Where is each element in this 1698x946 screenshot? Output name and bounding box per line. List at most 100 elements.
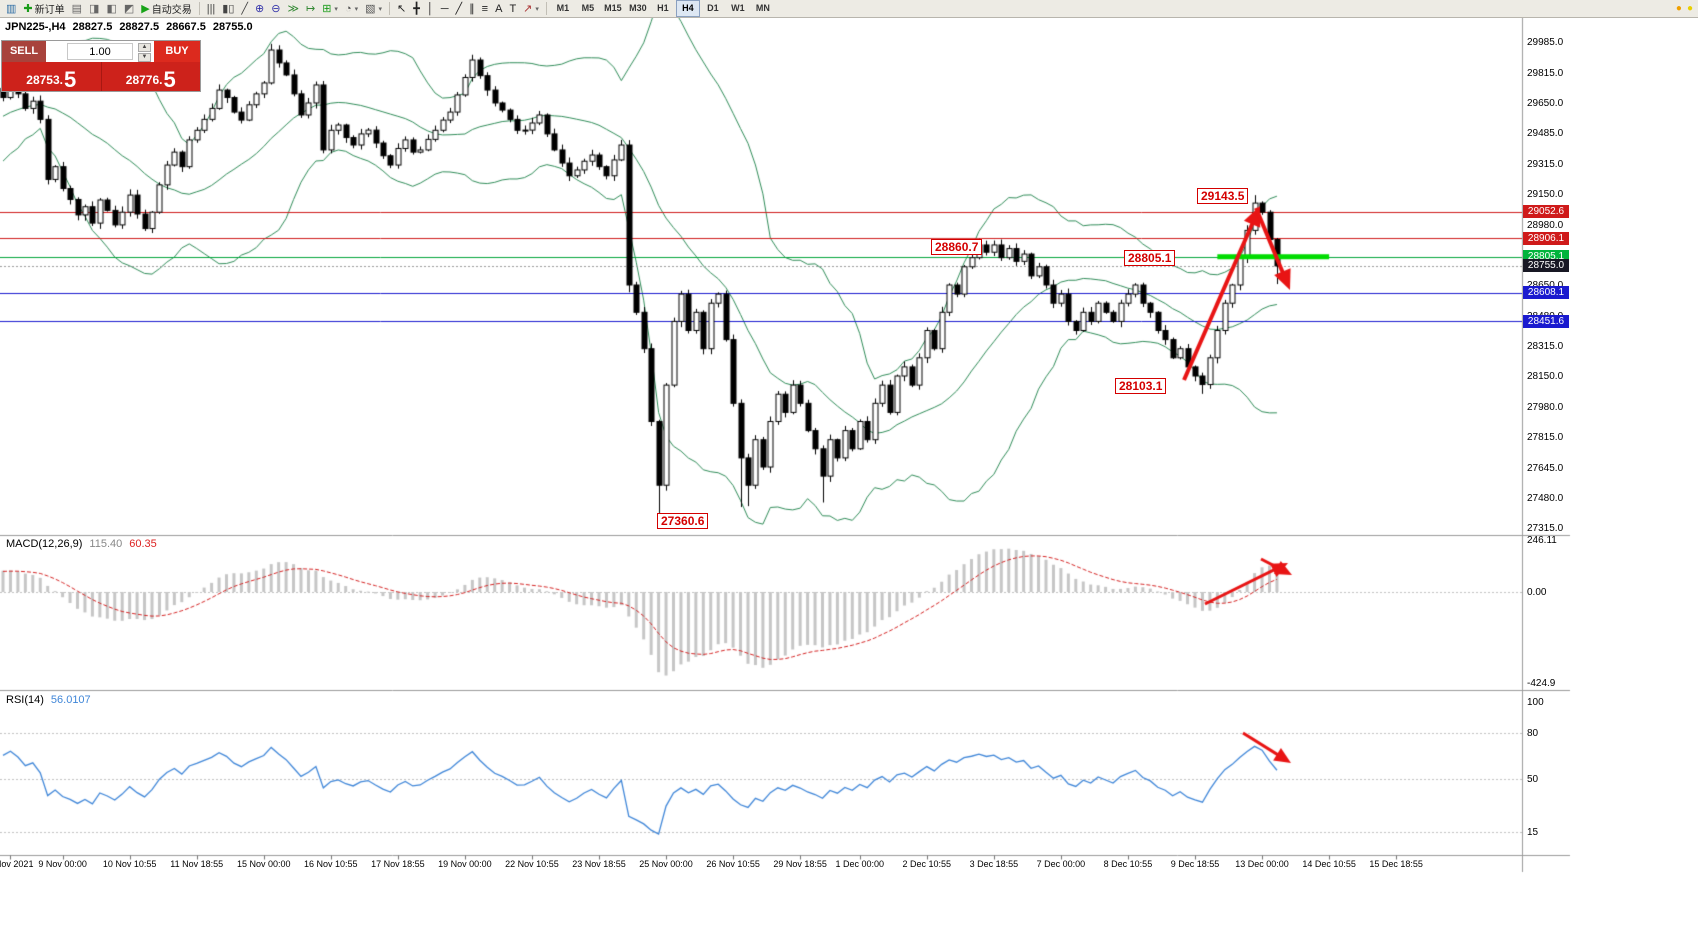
price-annotation[interactable]: 29143.5 [1197, 188, 1249, 204]
time-axis-label: 8 Nov 2021 [0, 859, 34, 869]
rsi-value: 56.0107 [50, 694, 91, 706]
one-click-trading-panel: SELL ▲ ▼ BUY 28753.5 28776.5 [1, 40, 201, 92]
horizontal-line-icon[interactable]: ─ [438, 1, 452, 17]
timeframe-h1-button[interactable]: H1 [657, 3, 669, 13]
text-icon-glyph: A [495, 2, 503, 15]
strategy-tester-icon[interactable]: ◩ [121, 1, 137, 17]
label-icon-glyph: T [509, 2, 517, 15]
price-axis-tick: 29985.0 [1527, 37, 1564, 48]
rsi-name: RSI(14) [6, 694, 44, 706]
crosshair-icon-glyph: ╋ [413, 2, 420, 15]
chart-shift-icon-glyph: ↦ [305, 2, 316, 15]
market-watch-icon[interactable]: ▤ [69, 1, 85, 17]
time-axis-label: 13 Dec 00:00 [1235, 859, 1289, 869]
volume-box: ▲ ▼ [46, 41, 154, 62]
zoom-out-icon[interactable]: ⊖ [268, 1, 283, 17]
volume-up-button[interactable]: ▲ [138, 43, 151, 52]
zoom-in-icon-glyph: ⊕ [255, 2, 265, 15]
timeframe-m15-button[interactable]: M15 [604, 3, 622, 13]
toolbar-separator [545, 2, 547, 15]
timeframe-m1-button[interactable]: M1 [556, 3, 570, 13]
zoom-in-icon[interactable]: ⊕ [252, 1, 267, 17]
price-axis-tick: 27480.0 [1527, 492, 1564, 504]
macd-signal-value: 60.35 [129, 538, 157, 550]
autotrading-glyph: ▶ [141, 2, 150, 15]
time-axis-label: 25 Nov 00:00 [639, 859, 693, 869]
price-tag: 28608.1 [1523, 286, 1569, 300]
timeframe-w1-button[interactable]: W1 [731, 3, 745, 13]
periods-icon[interactable]: ◔ ▾ [342, 1, 361, 17]
fibonacci-icon-glyph: ≡ [481, 2, 489, 15]
cursor-icon[interactable]: ↖ [394, 1, 409, 17]
dropdown-arrow-icon: ▾ [535, 5, 539, 13]
bar-chart-icon[interactable]: ||| [204, 1, 219, 17]
price-annotation[interactable]: 28805.1 [1124, 250, 1176, 266]
line-chart-icon[interactable]: ╱ [238, 1, 251, 17]
timeframe-d1-button[interactable]: D1 [707, 3, 719, 13]
trendline-icon[interactable]: ╱ [453, 1, 466, 17]
price-chart-canvas[interactable] [0, 18, 1698, 946]
chart-shift-icon[interactable]: ↦ [303, 1, 318, 17]
indicators-icon[interactable]: ⊞ ▾ [319, 1, 341, 17]
crosshair-icon[interactable]: ╋ [410, 1, 423, 17]
time-axis-label: 9 Dec 18:55 [1170, 859, 1220, 869]
buy-price[interactable]: 28776. 5 [100, 62, 201, 92]
vertical-line-icon[interactable]: │ [424, 1, 437, 17]
ohlc-high: 28827.5 [119, 21, 160, 33]
data-window-icon[interactable]: ◨ [86, 1, 102, 17]
new-order-button-label: 新订单 [34, 5, 65, 16]
alert-icon[interactable]: ● [1675, 3, 1682, 14]
time-axis-label: 2 Dec 10:55 [902, 859, 952, 869]
price-axis-tick: 27980.0 [1527, 401, 1564, 413]
volume-down-button[interactable]: ▼ [138, 53, 151, 62]
volume-input[interactable] [67, 43, 133, 60]
price-axis-tick: 29150.0 [1527, 188, 1564, 200]
candlestick-chart-icon-glyph: ▮▯ [222, 2, 235, 15]
templates-icon[interactable]: ▧ ▾ [362, 1, 385, 17]
time-axis-label: 23 Nov 18:55 [572, 859, 626, 869]
timeframe-m30-button[interactable]: M30 [629, 3, 647, 13]
timeframe-m5-button[interactable]: M5 [581, 3, 595, 13]
timeframe-h4-button[interactable]: H4 [675, 0, 700, 17]
sell-button[interactable]: SELL [2, 41, 46, 62]
periods-icon-glyph: ◔ [344, 2, 352, 15]
arrows-icon[interactable]: ↗ ▾ [520, 1, 542, 17]
strategy-tester-icon-glyph: ◩ [123, 2, 135, 15]
label-icon[interactable]: T [506, 1, 519, 17]
macd-indicator-label: MACD(12,26,9) 115.40 60.35 [6, 538, 157, 550]
time-axis-label: 3 Dec 18:55 [969, 859, 1019, 869]
news-icon[interactable]: ● [1686, 3, 1693, 14]
auto-scroll-icon[interactable]: ≫ [284, 1, 302, 17]
channel-icon[interactable]: ∥ [466, 1, 478, 17]
price-annotation[interactable]: 27360.6 [657, 513, 709, 529]
time-axis-label: 15 Nov 00:00 [236, 859, 291, 869]
chart-area: 29985.0 29815.0 29650.0 29485.0 29315.0 29150… [0, 18, 1698, 946]
price-tag: 28451.6 [1523, 314, 1569, 328]
buy-button[interactable]: BUY [154, 41, 200, 62]
dropdown-arrow-icon: ▾ [334, 5, 338, 13]
time-axis-label: 29 Nov 18:55 [773, 859, 827, 869]
price-axis-tick: 27315.0 [1527, 522, 1564, 534]
price-annotation[interactable]: 28103.1 [1115, 378, 1167, 394]
timeframe-mn-button[interactable]: MN [755, 3, 770, 13]
rsi-axis-tick: 15 [1527, 827, 1539, 839]
candlestick-chart-icon[interactable]: ▮▯ [219, 1, 237, 17]
trade-panel-top-row: SELL ▲ ▼ BUY [2, 41, 200, 62]
price-axis-tick: 28980.0 [1527, 219, 1564, 231]
navigator-icon[interactable]: ◧ [103, 1, 119, 17]
text-icon[interactable]: A [492, 1, 505, 17]
chart-window-icon[interactable]: ▥ [3, 1, 19, 17]
new-order-button[interactable]: ✚ 新订单 [20, 1, 67, 17]
symbol-ohlc-header: JPN225-,H4 28827.5 28827.5 28667.5 28755.0 [5, 21, 260, 33]
chart-overlays: 29985.0 29815.0 29650.0 29485.0 29315.0 29150… [0, 18, 1698, 946]
ohlc-low: 28667.5 [166, 21, 206, 33]
price-annotation[interactable]: 28860.7 [931, 239, 983, 255]
buy-price-frac: 5 [163, 67, 176, 92]
fibonacci-icon[interactable]: ≡ [479, 1, 491, 17]
sell-price[interactable]: 28753. 5 [2, 62, 101, 91]
autotrading-button[interactable]: ▶ 自动交易 [138, 1, 194, 17]
arrows-icon-glyph: ↗ [523, 2, 533, 15]
rsi-axis-tick: 80 [1527, 727, 1539, 739]
time-axis-label: 26 Nov 10:55 [706, 859, 760, 869]
dropdown-arrow-icon: ▾ [354, 5, 359, 13]
